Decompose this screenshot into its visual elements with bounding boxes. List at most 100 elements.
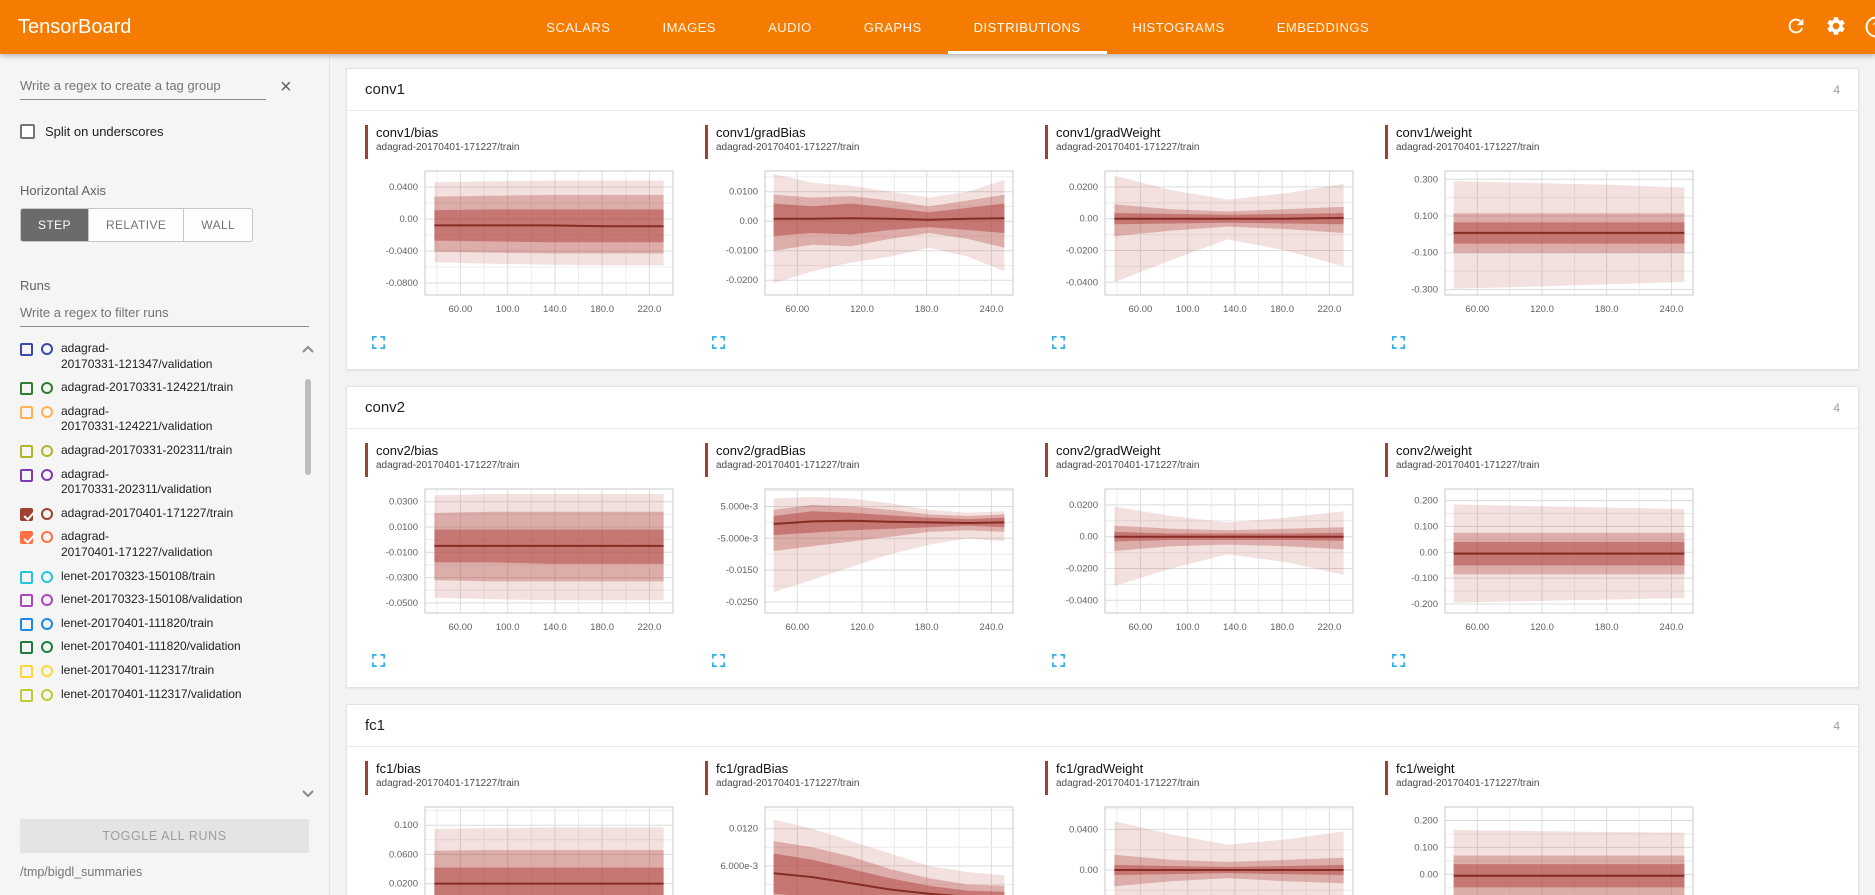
section-header[interactable]: conv1 4: [347, 69, 1858, 111]
run-checkbox[interactable]: [20, 594, 33, 608]
tab-embeddings[interactable]: EMBEDDINGS: [1251, 0, 1395, 54]
split-underscores-checkbox[interactable]: Split on underscores: [20, 124, 309, 139]
run-checkbox[interactable]: [20, 343, 33, 356]
run-item[interactable]: adagrad- 20170401-171227/validation: [20, 525, 287, 564]
run-isolator-radio[interactable]: [41, 382, 53, 395]
distribution-plot[interactable]: 5.000e-3 -5.000e-3 -0.0150 -0.0250 60.00 120.…: [705, 481, 1025, 645]
tab-distributions[interactable]: DISTRIBUTIONS: [947, 0, 1107, 54]
axis-button-relative[interactable]: RELATIVE: [89, 209, 185, 241]
distribution-plot[interactable]: 0.1000.06000.0200-0.020060.00100.0140.01…: [365, 799, 685, 895]
svg-text:-0.0200: -0.0200: [726, 275, 758, 286]
chart-header: conv1/weight adagrad-20170401-171227/tra…: [1385, 125, 1715, 159]
run-isolator-radio[interactable]: [41, 405, 53, 418]
run-checkbox[interactable]: [20, 531, 33, 545]
svg-text:100.0: 100.0: [1176, 304, 1200, 315]
chart-title: conv1/gradBias: [716, 125, 806, 140]
axis-button-step[interactable]: STEP: [21, 209, 89, 241]
tag-group-regex-input[interactable]: [20, 74, 266, 100]
refresh-icon[interactable]: [1784, 15, 1808, 39]
run-isolator-radio[interactable]: [41, 343, 53, 355]
run-isolator-radio[interactable]: [41, 664, 53, 677]
distribution-plot[interactable]: 0.0300 0.0100 -0.0100 -0.0300 -0.0500 60.00 10…: [365, 481, 685, 645]
run-item[interactable]: lenet-20170323-150108/train: [20, 565, 287, 589]
run-checkbox[interactable]: [20, 641, 33, 655]
distribution-plot[interactable]: 0.300 0.100 -0.100 -0.300 60.00 120.0 180.0 240…: [1385, 163, 1705, 327]
section-header[interactable]: fc1 4: [347, 705, 1858, 747]
run-item[interactable]: lenet-20170401-111820/validation: [20, 635, 287, 659]
run-checkbox[interactable]: [20, 688, 33, 702]
run-checkbox[interactable]: [20, 570, 33, 584]
distribution-plot[interactable]: 0.0200 0.00 -0.0200 -0.0400 60.00 100.0 140.0 1…: [1045, 163, 1365, 327]
run-item[interactable]: lenet-20170323-150108/validation: [20, 588, 287, 612]
run-item[interactable]: adagrad- 20170331-202311/validation: [20, 463, 287, 502]
run-isolator-radio[interactable]: [41, 617, 53, 630]
run-color-bar: [365, 761, 368, 795]
expand-icon[interactable]: [711, 653, 726, 671]
run-item[interactable]: adagrad-20170331-202311/train: [20, 439, 287, 463]
tab-histograms[interactable]: HISTOGRAMS: [1107, 0, 1251, 54]
section-header[interactable]: conv2 4: [347, 387, 1858, 429]
expand-icon[interactable]: [1051, 653, 1066, 671]
distribution-plot[interactable]: 0.0100 0.00 -0.0100 -0.0200 60.00 120.0 180.0 2…: [705, 163, 1025, 327]
svg-text:-0.0500: -0.0500: [386, 598, 418, 609]
tab-audio[interactable]: AUDIO: [742, 0, 838, 54]
expand-icon[interactable]: [1391, 335, 1406, 353]
run-checkbox[interactable]: [20, 617, 33, 631]
close-icon[interactable]: ×: [280, 76, 292, 98]
run-checkbox[interactable]: [20, 507, 33, 521]
run-item[interactable]: adagrad- 20170331-124221/validation: [20, 400, 287, 439]
chart-title: fc1/gradWeight: [1056, 761, 1144, 776]
run-item[interactable]: lenet-20170401-111820/train: [20, 612, 287, 636]
distribution-plot[interactable]: 0.04000.00-0.040060.00100.0140.0180.0220…: [1045, 799, 1365, 895]
run-checkbox[interactable]: [20, 444, 33, 458]
tab-scalars[interactable]: SCALARS: [520, 0, 636, 54]
expand-icon[interactable]: [1051, 335, 1066, 353]
run-isolator-radio[interactable]: [41, 531, 53, 544]
run-checkbox[interactable]: [20, 664, 33, 678]
run-isolator-radio[interactable]: [41, 688, 53, 701]
svg-text:-0.0400: -0.0400: [386, 246, 418, 257]
runs-scrollbar-thumb[interactable]: [305, 379, 311, 475]
run-isolator-radio[interactable]: [41, 594, 53, 607]
chart-run-label: adagrad-20170401-171227/train: [1056, 460, 1200, 471]
run-checkbox[interactable]: [20, 382, 33, 396]
distribution-plot[interactable]: 0.0200 0.00 -0.0200 -0.0400 60.00 100.0 140.0 1…: [1045, 481, 1365, 645]
distribution-chart: fc1/gradWeight adagrad-20170401-171227/t…: [1045, 761, 1375, 895]
tab-label: AUDIO: [768, 19, 812, 35]
svg-text:0.100: 0.100: [394, 820, 418, 831]
svg-text:5.000e-3: 5.000e-3: [720, 502, 758, 513]
scroll-up-icon[interactable]: [301, 341, 315, 359]
settings-icon[interactable]: [1824, 15, 1848, 39]
tab-images[interactable]: IMAGES: [636, 0, 742, 54]
tab-graphs[interactable]: GRAPHS: [838, 0, 948, 54]
run-isolator-radio[interactable]: [41, 444, 53, 457]
scroll-down-icon[interactable]: [301, 785, 315, 803]
run-item[interactable]: lenet-20170401-112317/validation: [20, 683, 287, 707]
run-isolator-radio[interactable]: [41, 468, 53, 481]
run-item[interactable]: adagrad- 20170331-121347/validation: [20, 337, 287, 376]
svg-text:0.0600: 0.0600: [389, 849, 418, 860]
help-icon[interactable]: ?: [1864, 15, 1875, 39]
axis-button-wall[interactable]: WALL: [184, 209, 252, 241]
runs-regex-input[interactable]: [20, 301, 309, 327]
chart-run-label: adagrad-20170401-171227/train: [1056, 778, 1200, 789]
run-isolator-radio[interactable]: [41, 641, 53, 654]
run-checkbox[interactable]: [20, 468, 33, 482]
expand-icon[interactable]: [371, 335, 386, 353]
run-checkbox[interactable]: [20, 405, 33, 419]
chart-title: fc1/weight: [1396, 761, 1455, 776]
run-isolator-radio[interactable]: [41, 570, 53, 583]
run-isolator-radio[interactable]: [41, 507, 53, 520]
expand-icon[interactable]: [711, 335, 726, 353]
distribution-plot[interactable]: 0.0400 0.00 -0.0400 -0.0800 60.00 100.0 140.0 1…: [365, 163, 685, 327]
expand-icon[interactable]: [1391, 653, 1406, 671]
axis-labels: 5.000e-3 -5.000e-3 -0.0150 -0.0250 60.00 120.…: [717, 502, 1003, 634]
distribution-plot[interactable]: 0.200 0.100 0.00 -0.100 -0.200 60.00 120.0 180.…: [1385, 481, 1705, 645]
run-item[interactable]: adagrad-20170401-171227/train: [20, 502, 287, 526]
run-item[interactable]: adagrad-20170331-124221/train: [20, 376, 287, 400]
run-item[interactable]: lenet-20170401-112317/train: [20, 659, 287, 683]
toggle-all-runs-button[interactable]: TOGGLE ALL RUNS: [20, 819, 309, 853]
expand-icon[interactable]: [371, 653, 386, 671]
